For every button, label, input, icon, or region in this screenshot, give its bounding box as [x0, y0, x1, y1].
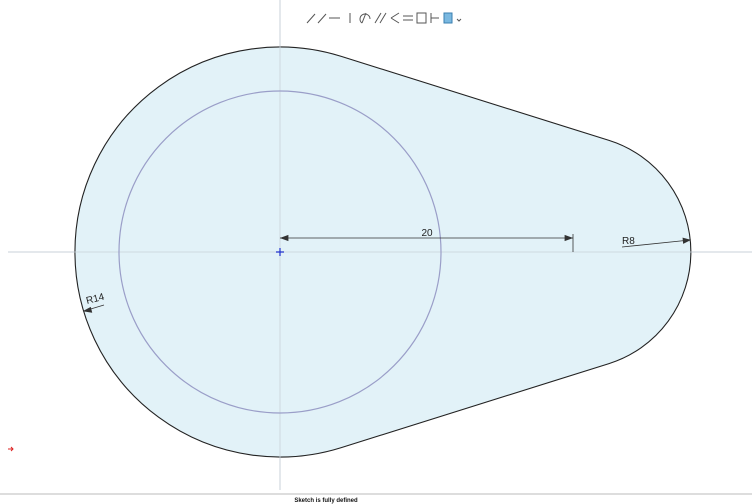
arrow — [682, 237, 692, 244]
large-radius-dimension[interactable] — [82, 304, 105, 313]
tool-angle[interactable] — [390, 12, 400, 24]
triad-marker — [8, 446, 14, 452]
origin — [276, 248, 284, 256]
arrow-left — [279, 234, 289, 242]
tool-line-2[interactable] — [317, 13, 327, 24]
tool-tangent[interactable] — [359, 12, 371, 24]
tool-perpendicular[interactable] — [430, 13, 439, 23]
status-text: Sketch is fully defined — [294, 498, 358, 504]
tool-constraints[interactable] — [443, 12, 453, 24]
dimension-label[interactable]: 20 — [421, 228, 433, 239]
distance-dimension[interactable] — [279, 234, 574, 252]
small-radius-dimension[interactable] — [621, 237, 692, 248]
tool-line[interactable] — [306, 13, 316, 24]
sketch-toolbar[interactable] — [306, 12, 462, 24]
tool-equal[interactable] — [403, 15, 413, 21]
arrow — [82, 306, 93, 313]
radius-label[interactable]: R14 — [85, 292, 106, 307]
tool-parallel[interactable] — [374, 12, 387, 24]
radius-label[interactable]: R8 — [622, 236, 635, 247]
tool-dropdown[interactable] — [456, 18, 462, 22]
arrow-right — [564, 234, 574, 242]
leader-line — [621, 239, 691, 248]
inner-circle[interactable] — [118, 90, 442, 414]
tool-fix[interactable] — [416, 12, 427, 24]
